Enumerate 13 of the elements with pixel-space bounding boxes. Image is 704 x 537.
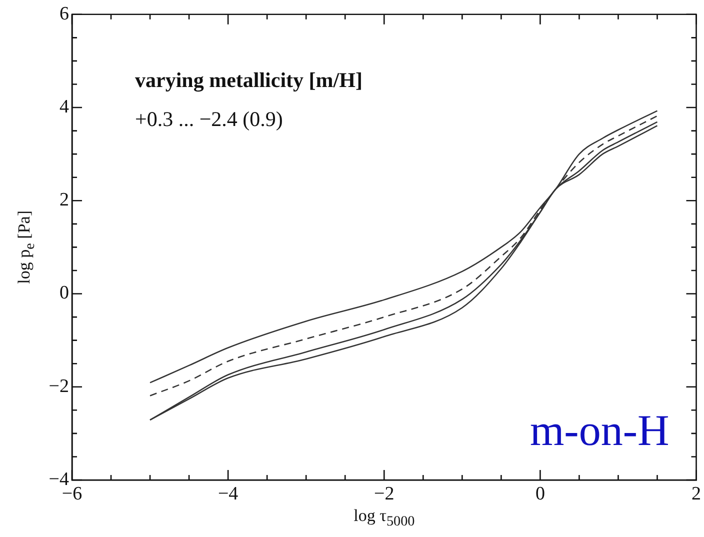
y-tick-label: 4 <box>60 96 70 118</box>
y-tick-label: 6 <box>60 3 69 24</box>
x-tick-label: 0 <box>535 483 545 504</box>
x-tick-label: −4 <box>218 483 239 504</box>
x-tick-label: 2 <box>692 483 701 504</box>
y-tick-label: 0 <box>60 282 69 304</box>
annotation: +0.3 ... −2.4 (0.9) <box>135 107 283 132</box>
annotation: m-on-H <box>530 405 670 456</box>
x-axis-title: log τ$_{5000}$ <box>354 506 415 530</box>
annotation: varying metallicity [m/H] <box>135 68 362 94</box>
y-tick-label: −2 <box>48 376 69 397</box>
y-tick-label: 2 <box>60 190 69 211</box>
x-tick-label: −2 <box>374 483 394 504</box>
